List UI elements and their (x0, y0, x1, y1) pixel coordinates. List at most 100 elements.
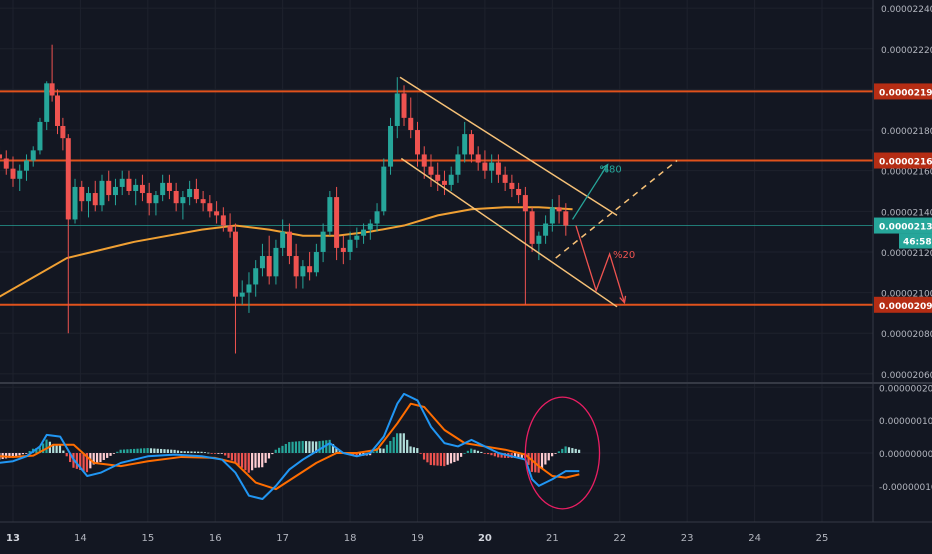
candle-body (37, 122, 42, 150)
candle-body (516, 189, 521, 195)
candle-body (60, 126, 65, 138)
price-tick-label: 0.00002120 (881, 249, 932, 259)
candle-body (321, 232, 326, 252)
candle-body (307, 266, 312, 272)
time-tick-label: 21 (546, 533, 559, 544)
candle-body (66, 138, 71, 219)
candle-body (260, 256, 265, 268)
macd-histogram-bar (174, 450, 176, 453)
macd-histogram-bar (234, 453, 236, 463)
macd-histogram-bar (194, 452, 196, 453)
time-tick-label: 25 (816, 533, 829, 544)
price-tick-label: 0.00002180 (881, 127, 932, 137)
macd-histogram-bar (217, 453, 219, 454)
macd-histogram-bar (204, 452, 206, 453)
macd-histogram-bar (453, 453, 455, 462)
macd-histogram-bar (167, 449, 169, 453)
macd-histogram-bar (227, 453, 229, 458)
candle-body (503, 175, 508, 183)
candle-body (428, 167, 433, 175)
candle-body (334, 197, 339, 248)
candle-body (147, 193, 152, 203)
macd-histogram-bar (241, 453, 243, 468)
candle-body (233, 232, 238, 297)
macd-histogram-bar (440, 453, 442, 466)
macd-histogram-bar (474, 450, 476, 453)
macd-histogram-bar (558, 451, 560, 453)
candle-body (240, 293, 245, 297)
macd-histogram-bar (265, 453, 267, 463)
macd-histogram-bar (285, 444, 287, 453)
macd-histogram-bar (457, 453, 459, 461)
candle-body (79, 187, 84, 201)
candle-body (563, 211, 568, 225)
macd-histogram-bar (460, 453, 462, 457)
macd-tick-label: -0.00000010 (879, 483, 932, 493)
candle-body (280, 232, 285, 248)
macd-histogram-bar (565, 446, 567, 453)
candle-body (462, 134, 467, 154)
time-tick-label: 23 (681, 533, 694, 544)
time-tick-label: 14 (74, 533, 87, 544)
candle-body (194, 189, 199, 199)
candle-body (113, 187, 118, 195)
candle-body (557, 207, 562, 211)
candle-body (543, 224, 548, 236)
macd-histogram-bar (180, 451, 182, 453)
macd-histogram-bar (221, 453, 223, 454)
countdown-text: 46:58 (903, 238, 932, 248)
macd-histogram-bar (109, 453, 111, 456)
macd-histogram-bar (426, 453, 428, 462)
candle-body (354, 236, 359, 240)
macd-histogram-bar (312, 441, 314, 453)
level-price-tag-text: 0.00002199 (879, 88, 932, 98)
macd-histogram-bar (123, 450, 125, 453)
candle-body (167, 183, 172, 191)
price-tick-label: 0.00002060 (881, 371, 932, 381)
macd-histogram-bar (62, 451, 64, 453)
candle-body (469, 134, 474, 154)
candle-body (530, 211, 535, 244)
macd-histogram-bar (487, 453, 489, 454)
macd-histogram-bar (130, 449, 132, 453)
time-tick-label: 15 (141, 533, 154, 544)
candle-body (126, 179, 131, 191)
macd-histogram-bar (480, 452, 482, 453)
candle-body (375, 211, 380, 223)
macd-histogram-bar (136, 449, 138, 453)
macd-histogram-bar (261, 453, 263, 467)
macd-histogram-bar (467, 451, 469, 453)
macd-histogram-bar (571, 448, 573, 453)
candle-body (327, 197, 332, 232)
macd-histogram-bar (197, 452, 199, 453)
candle-body (415, 130, 420, 154)
macd-histogram-bar (450, 453, 452, 463)
macd-histogram-bar (470, 449, 472, 453)
macd-histogram-bar (403, 433, 405, 453)
macd-histogram-bar (96, 453, 98, 463)
candle-body (422, 154, 427, 166)
candle-body (449, 175, 454, 185)
macd-histogram-bar (157, 449, 159, 453)
macd-histogram-bar (278, 448, 280, 453)
candle-body (153, 195, 158, 203)
macd-histogram-bar (66, 453, 68, 456)
macd-histogram-bar (578, 450, 580, 453)
macd-histogram-bar (184, 451, 186, 453)
macd-histogram-bar (295, 442, 297, 454)
macd-histogram-bar (163, 449, 165, 453)
macd-tick-label: 0.00000000 (879, 450, 932, 460)
level-price-tag-text: 0.00002165 (879, 158, 932, 168)
macd-histogram-bar (275, 450, 277, 453)
candle-body (120, 179, 125, 187)
time-tick-label: 13 (6, 533, 20, 544)
macd-histogram-bar (187, 451, 189, 453)
candle-body (24, 161, 29, 171)
time-tick-label: 18 (344, 533, 357, 544)
macd-histogram-bar (291, 442, 293, 453)
candle-body (455, 154, 460, 174)
macd-histogram-bar (541, 453, 543, 469)
candle-body (0, 154, 2, 158)
